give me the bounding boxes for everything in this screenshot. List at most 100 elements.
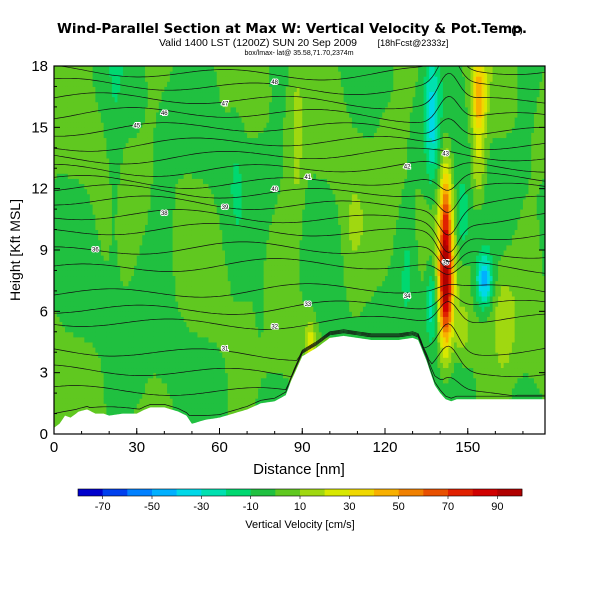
heat-cell <box>178 311 182 317</box>
heat-cell <box>56 342 61 348</box>
heat-cell <box>153 290 157 297</box>
heat-cell <box>59 106 63 113</box>
heat-cell <box>89 71 94 77</box>
heat-cell <box>89 306 94 312</box>
heat-cell <box>205 398 209 404</box>
heat-cell <box>211 209 215 215</box>
heat-cell <box>92 255 96 261</box>
heat-cell <box>100 377 105 384</box>
heat-cell <box>136 270 141 277</box>
heat-cell <box>172 352 176 358</box>
heat-cell <box>197 244 201 251</box>
heat-cell <box>158 336 163 343</box>
heat-cell <box>114 234 118 241</box>
heat-cell <box>205 234 209 241</box>
heat-cell <box>120 163 124 169</box>
heat-cell <box>164 265 168 271</box>
heat-cell <box>62 280 66 287</box>
heat-cell <box>73 403 77 409</box>
heat-cell <box>139 204 143 210</box>
heat-cell <box>211 117 215 123</box>
heat-cell <box>87 178 91 185</box>
heat-cell <box>70 316 74 323</box>
heat-cell <box>59 352 63 358</box>
heat-cell <box>100 311 105 317</box>
heat-cell <box>54 224 58 231</box>
heat-cell <box>98 301 102 307</box>
heat-cell <box>172 193 176 200</box>
heat-cell <box>125 388 129 394</box>
heat-cell <box>122 117 127 123</box>
heat-cell <box>111 81 116 87</box>
heat-cell <box>200 76 204 82</box>
heat-cell <box>180 168 185 174</box>
heat-cell <box>70 367 74 374</box>
heat-cell <box>56 234 61 241</box>
heat-cell <box>161 362 165 369</box>
heat-cell <box>200 132 204 139</box>
heat-cell <box>131 285 135 292</box>
heat-cell <box>178 81 182 87</box>
heat-cell <box>172 66 176 72</box>
heat-cell <box>62 81 66 87</box>
heat-cell <box>89 326 94 333</box>
heat-cell <box>178 301 182 307</box>
heat-cell <box>73 255 77 261</box>
heat-cell <box>150 209 154 215</box>
heat-cell <box>200 408 204 415</box>
heat-cell <box>73 326 77 333</box>
heat-cell <box>133 86 138 93</box>
heat-cell <box>136 403 141 409</box>
heat-cell <box>136 91 141 98</box>
heat-cell <box>169 229 174 236</box>
heat-cell <box>100 127 105 133</box>
heat-cell <box>136 306 141 312</box>
heat-cell <box>153 336 157 343</box>
heat-cell <box>178 71 182 77</box>
heat-cell <box>106 86 110 93</box>
heat-cell <box>73 178 77 185</box>
heat-cell <box>100 255 105 261</box>
heat-cell <box>89 388 94 394</box>
heat-cell <box>150 311 154 317</box>
heat-cell <box>62 96 66 103</box>
heat-cell <box>158 321 163 328</box>
heat-cell <box>164 377 168 384</box>
heat-cell <box>95 362 99 369</box>
heat-cell <box>161 260 165 266</box>
heat-cell <box>158 367 163 374</box>
heat-cell <box>178 76 182 82</box>
heat-cell <box>109 280 113 287</box>
heat-cell <box>114 382 118 389</box>
heat-cell <box>73 198 77 205</box>
heat-cell <box>139 224 143 231</box>
heat-cell <box>54 214 58 220</box>
heat-cell <box>197 178 201 185</box>
heat-cell <box>211 270 215 277</box>
heat-cell <box>186 193 190 200</box>
heat-cell <box>106 76 110 82</box>
heat-cell <box>122 86 127 93</box>
heat-cell <box>81 321 85 328</box>
heat-cell <box>111 147 116 154</box>
heat-cell <box>62 122 66 128</box>
heat-cell <box>117 398 121 404</box>
heat-cell <box>128 367 132 374</box>
heat-cell <box>202 270 207 277</box>
heat-cell <box>73 127 77 133</box>
heat-cell <box>98 81 102 87</box>
heat-cell <box>142 244 146 251</box>
heat-cell <box>106 173 110 179</box>
heat-cell <box>109 188 113 195</box>
heat-cell <box>78 122 83 128</box>
heat-cell <box>128 66 132 72</box>
heat-cell <box>167 255 171 261</box>
heat-cell <box>70 393 74 399</box>
heat-cell <box>153 204 157 210</box>
heat-cell <box>73 275 77 282</box>
heat-cell <box>70 96 74 103</box>
heat-cell <box>95 229 99 236</box>
heat-cell <box>111 265 116 271</box>
heat-cell <box>76 219 80 225</box>
heat-cell <box>202 377 207 384</box>
